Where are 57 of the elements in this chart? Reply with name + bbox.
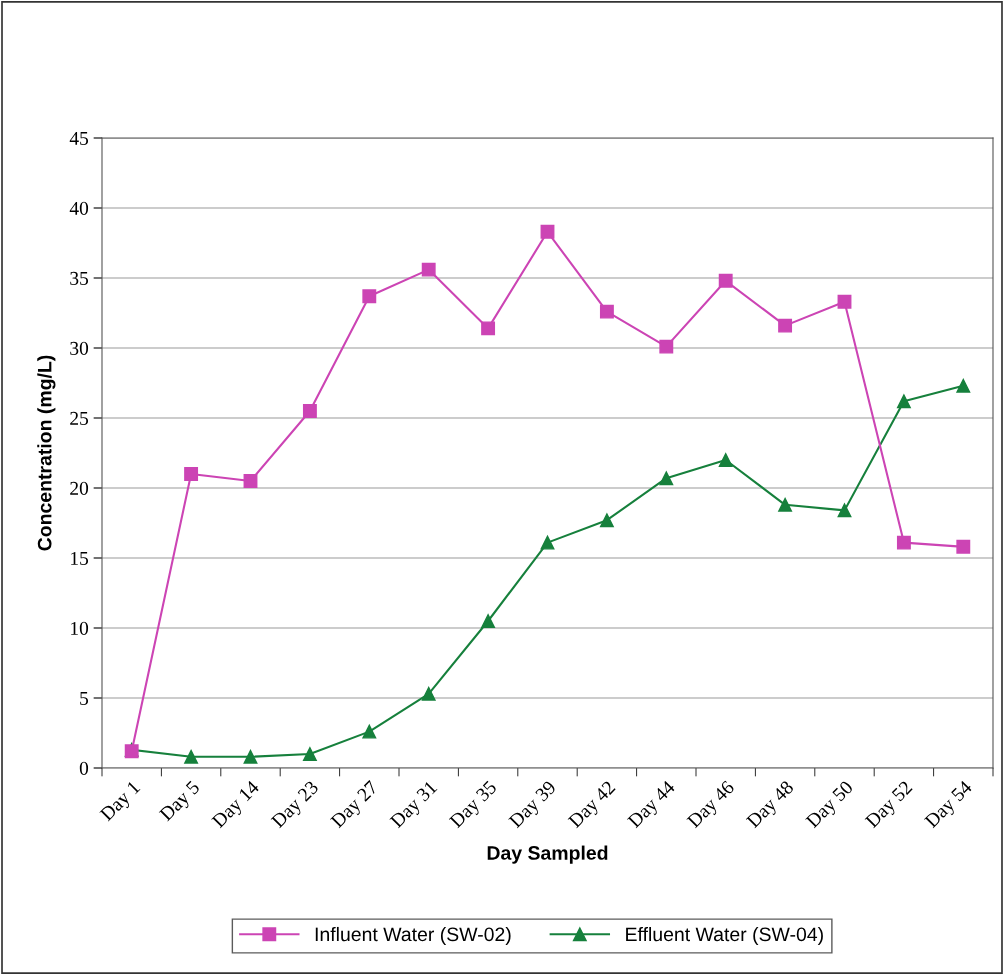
- point: [718, 453, 733, 467]
- y-axis-title: Concentration (mg/L): [37, 355, 56, 551]
- point: [302, 747, 317, 761]
- x-tick-label: Day 27: [330, 779, 382, 832]
- legend-label: Influent Water (SW-02): [315, 926, 511, 946]
- point: [362, 289, 377, 304]
- x-tick-label: Day 48: [745, 780, 798, 832]
- point: [421, 262, 436, 277]
- point: [896, 394, 911, 409]
- x-tick-label: Day 39: [508, 780, 560, 832]
- y-tick-label: 5: [80, 692, 89, 705]
- y-tick-label: 40: [69, 201, 89, 215]
- x-tick-label: Day 5: [158, 780, 204, 825]
- point: [659, 339, 674, 354]
- x-tick-label: Day 50: [805, 780, 857, 832]
- point: [243, 749, 258, 764]
- x-tick-label: Day 44: [627, 779, 679, 832]
- x-tick-label: Day 42: [567, 780, 619, 832]
- point: [362, 724, 377, 739]
- point: [540, 224, 555, 239]
- point: [837, 294, 852, 309]
- point: [956, 378, 971, 393]
- point: [481, 321, 496, 336]
- y-tick-label: 45: [69, 131, 89, 145]
- x-tick-label: Day 35: [448, 780, 501, 832]
- x-tick-label: Day 46: [686, 779, 738, 832]
- point: [540, 535, 555, 550]
- point: [956, 539, 971, 554]
- point: [718, 273, 733, 288]
- point: [302, 404, 317, 418]
- point: [184, 467, 199, 481]
- x-axis-title: Day Sampled: [487, 845, 608, 864]
- point: [481, 614, 496, 628]
- x-tick-label: Day 54: [924, 779, 976, 832]
- y-tick-label: 35: [70, 271, 89, 285]
- point: [599, 513, 614, 528]
- point: [837, 503, 852, 518]
- point: [243, 474, 258, 488]
- y-tick-label: 0: [79, 761, 89, 775]
- y-tick-label: 20: [70, 481, 89, 495]
- point: [421, 686, 436, 701]
- y-tick-label: 10: [71, 621, 89, 635]
- point: [184, 749, 199, 764]
- legend-label: Effluent Water (SW-04): [626, 926, 823, 946]
- point: [778, 497, 793, 512]
- y-tick-label: 25: [70, 411, 89, 425]
- point: [659, 471, 674, 486]
- point: [778, 318, 793, 333]
- y-tick-label: 30: [70, 341, 89, 355]
- point: [599, 304, 614, 319]
- y-tick-label: 15: [71, 551, 89, 565]
- point: [896, 535, 911, 550]
- x-tick-label: Day 31: [389, 780, 441, 832]
- x-tick-label: Day 14: [211, 779, 263, 832]
- x-tick-label: Day 52: [864, 780, 916, 832]
- x-tick-label: Day 1: [99, 780, 144, 825]
- x-tick-label: Day 23: [270, 780, 322, 832]
